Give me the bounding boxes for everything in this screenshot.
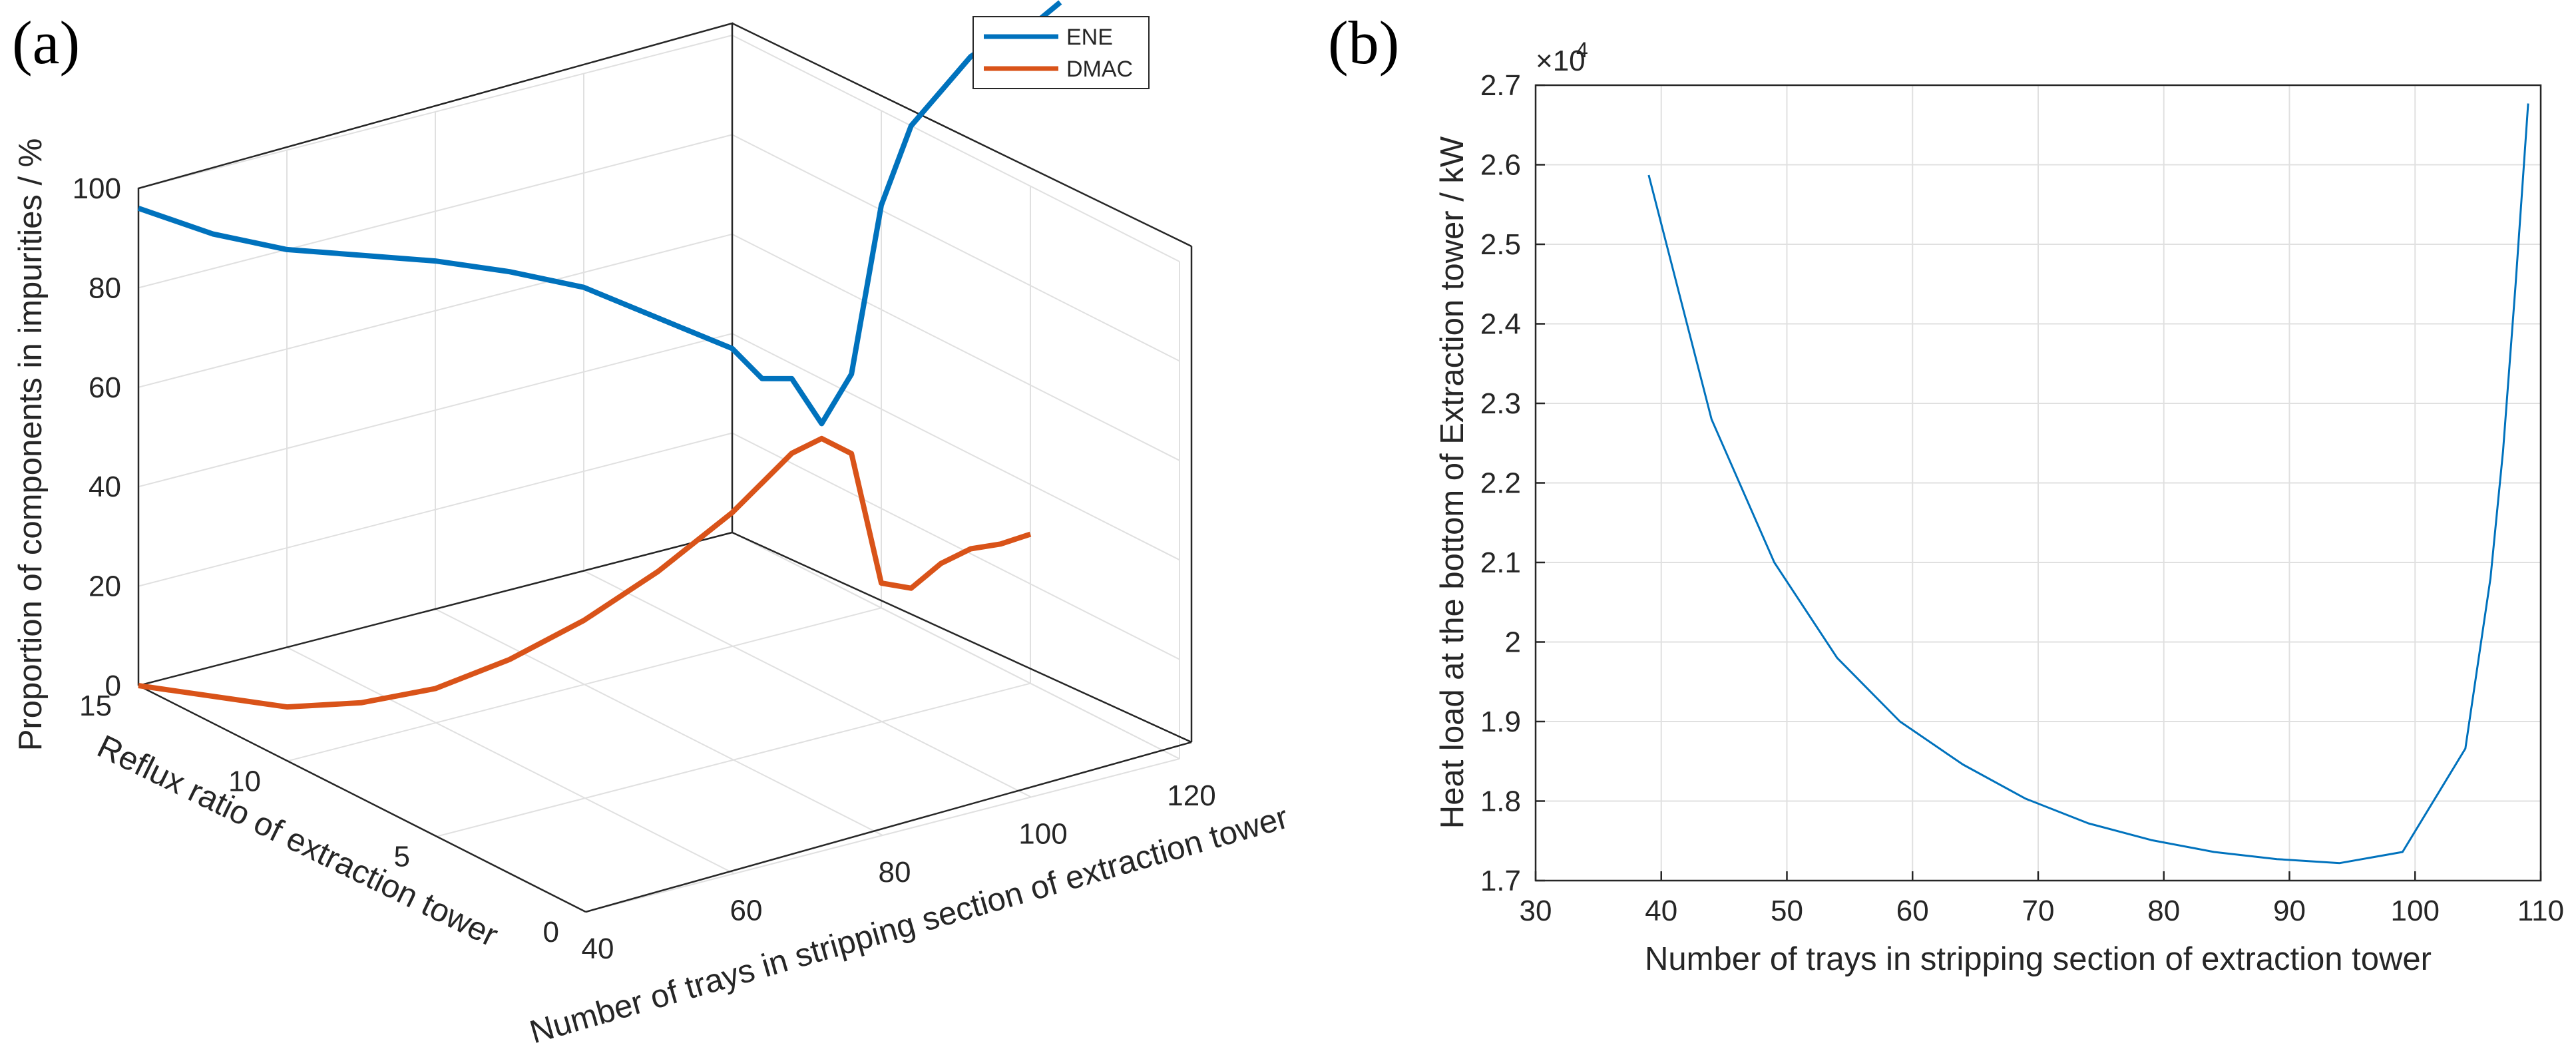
x-tick-label: 30 [1520,895,1552,927]
z-tick-label: 0 [105,670,121,702]
x-tick-label: 100 [1018,818,1067,851]
series-line-dmac [138,435,1032,710]
y-tick-label: 2.3 [1480,387,1521,420]
y-tick-label: 5 [394,841,410,873]
x-tick-label: 100 [2391,895,2440,927]
y-tick-label: 10 [228,765,261,797]
chart-a: 0 20 40 60 80 100 40 60 80 100 120 0 5 10 15 Proportio… [13,0,1292,1051]
z-tick-label: 20 [89,570,121,603]
y-tick-label: 2.6 [1480,149,1521,182]
z-tick-label: 100 [73,172,121,205]
chart-b-exponent: ×10 4 [1536,38,1588,77]
chart-b: 30 40 50 60 70 80 90 100 110 1.7 1.8 1.9 2 2.1 2.2 2.3 2… [1434,38,2564,977]
legend-ene-label: ENE [1066,25,1113,50]
z-tick-label: 60 [89,371,121,404]
grid-line-a [732,35,1180,262]
chart-b-exponent-base: ×10 [1536,45,1586,77]
grid-line-a [286,646,735,875]
chart-a-legend: ENE DMAC [972,16,1150,89]
y-tick-label: 2.1 [1480,546,1521,579]
x-tick-label: 40 [582,933,614,965]
y-tick-label: 2.5 [1480,228,1521,261]
z-tick-label: 80 [89,272,121,304]
y-tick-label: 2 [1505,626,1521,659]
x-tick-label: 80 [2147,895,2180,927]
x-tick-label: 50 [1771,895,1803,927]
legend-dmac-label: DMAC [1066,57,1133,82]
grid-line-a [436,682,1031,837]
grid-line-a [732,333,1180,561]
grid-line-a [585,758,1180,913]
grid-line-a [732,134,1180,362]
y-tick-label: 1.8 [1480,785,1521,818]
chart-b-ylabel: Heat load at the bottom of Extraction to… [1434,136,1470,829]
chart-a-grid [138,35,1180,913]
chart-a-zlabel: Proportion of components in impurities /… [13,138,49,751]
chart-b-ticks: 30 40 50 60 70 80 90 100 110 1.7 1.8 1.9 2 2.1 2.2 2.3 2… [1480,69,2564,927]
grid-line-a [732,233,1180,461]
chart-b-xlabel: Number of trays in stripping section of … [1645,941,2432,977]
chart-b-exponent-power: 4 [1576,38,1588,62]
grid-line-a [583,570,1032,798]
x-tick-label: 90 [2273,895,2306,927]
grid-line-a [435,608,883,836]
series-line-heat-load [1647,103,2529,865]
x-tick-label: 80 [879,856,911,889]
chart-b-grid [1535,85,2541,881]
x-tick-label: 40 [1645,895,1677,927]
chart-a-ylabel: Reflux ratio of extraction tower [92,728,503,954]
y-tick-label: 15 [79,690,112,722]
grid-line-a [732,532,1180,759]
y-tick-label: 1.9 [1480,706,1521,738]
grid-line-a [732,432,1180,660]
x-tick-label: 70 [2022,895,2055,927]
series-line-ene [137,0,1062,427]
chart-a-lines [137,0,1062,710]
y-tick-label: 2.4 [1480,308,1521,341]
y-tick-label: 1.7 [1480,865,1521,897]
grid-line-a [287,607,882,762]
x-tick-label: 110 [2517,895,2564,927]
panel-b-label: (b) [1328,9,1399,77]
panel-a-label: (a) [12,9,80,77]
y-tick-label: 2.7 [1480,69,1521,102]
z-tick-label: 40 [89,471,121,503]
x-tick-label: 120 [1167,779,1215,812]
chart-a-ticks: 0 20 40 60 80 100 40 60 80 100 120 0 5 10 15 [73,172,1216,965]
chart-a-box [137,22,1193,913]
x-tick-label: 60 [1896,895,1929,927]
chart-b-lines [1647,103,2529,865]
y-tick-label: 0 [543,916,559,948]
x-tick-label: 60 [730,895,763,927]
y-tick-label: 2.2 [1480,467,1521,500]
chart-a-xlabel: Number of trays in stripping section of … [526,799,1292,1051]
